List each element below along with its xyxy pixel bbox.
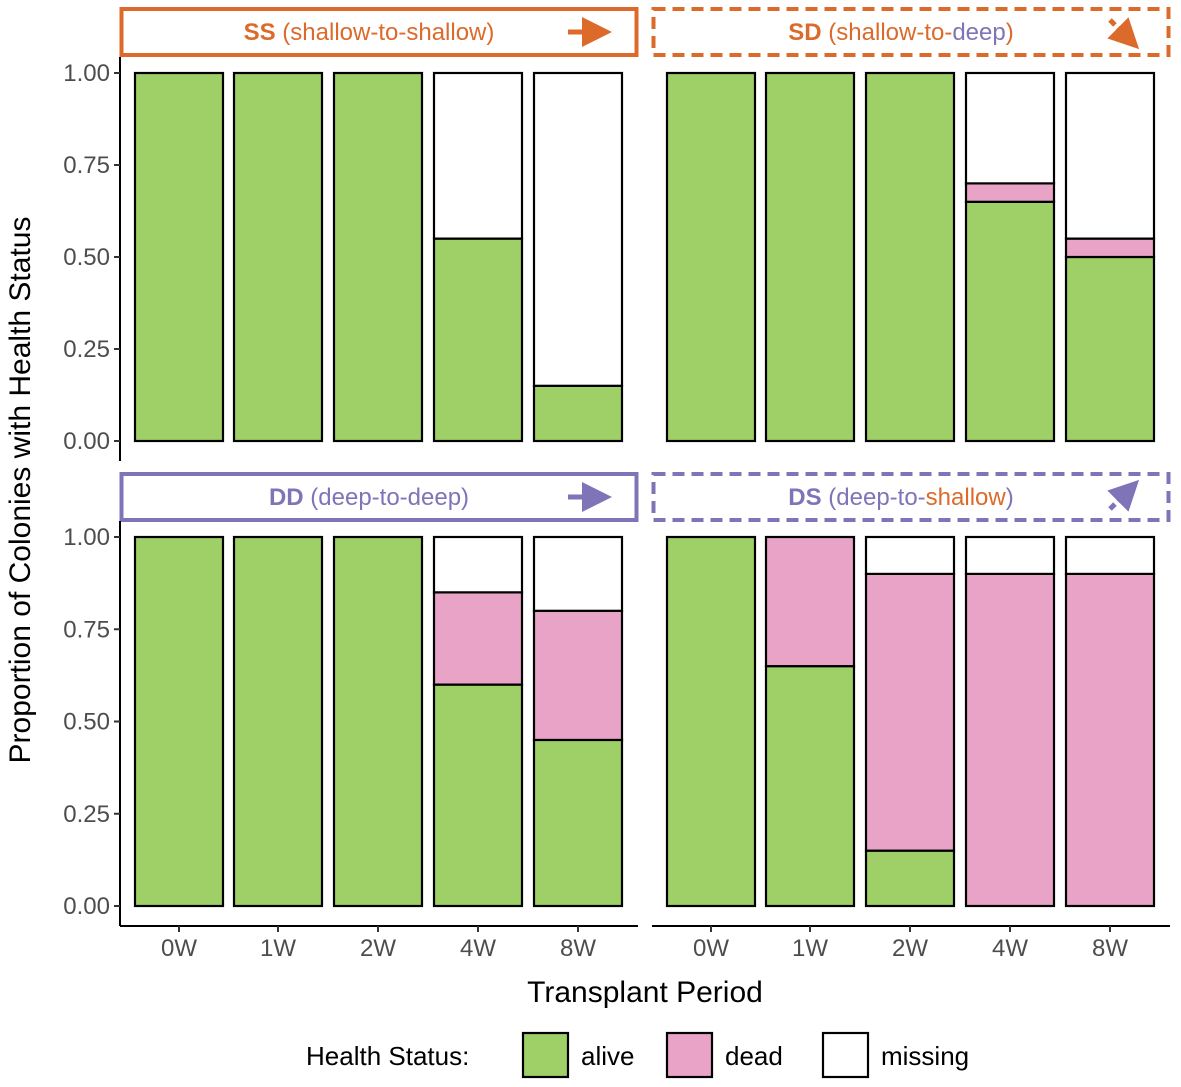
bar-sd-8w-alive	[1064, 255, 1156, 443]
bar-ss-2w-alive	[332, 71, 424, 443]
strip-label: SS (shallow-to-shallow)	[244, 19, 495, 46]
strip-box	[651, 7, 1171, 57]
bar-ds-2w-missing	[864, 535, 956, 576]
y-tick-label: 0.25	[63, 801, 110, 828]
bar-ds-0w-alive	[665, 535, 757, 908]
bar-dd-2w-alive	[332, 535, 424, 908]
strip-text-part: (deep-to-deep)	[304, 484, 469, 511]
legend-title: Health Status:	[306, 1041, 469, 1071]
direction-arrow-icon	[1107, 479, 1140, 512]
strip-label: DS (deep-to-shallow)	[788, 484, 1013, 511]
strip-label: DD (deep-to-deep)	[269, 484, 469, 511]
facet-panel-ss: SS (shallow-to-shallow) 0.00 0.25 0.50 0.75 1…	[63, 7, 639, 461]
x-tick-label: 4W	[992, 935, 1028, 962]
x-tick-label: 0W	[693, 935, 729, 962]
bar-ss-0w-alive	[133, 71, 225, 443]
x-tick-label: 2W	[360, 935, 396, 962]
bar-ss-8w-missing	[532, 71, 624, 387]
direction-arrow-icon	[1107, 17, 1140, 50]
bar-dd-8w-alive	[532, 738, 624, 908]
facet-panel-dd: DD (deep-to-deep) 0.00 0.25 0.50 0.75 1.00 0W 1…	[63, 472, 639, 962]
y-tick-label: 0.50	[63, 709, 110, 736]
bar-sd-1w-alive	[764, 71, 856, 443]
strip-box	[119, 472, 639, 522]
bar-dd-4w-missing	[432, 535, 524, 594]
y-tick-label: 0.75	[63, 152, 110, 179]
bar-dd-0w-alive	[133, 535, 225, 908]
bar-dd-8w-missing	[532, 535, 624, 612]
legend-label-dead: dead	[725, 1041, 783, 1071]
bar-ds-2w-dead	[864, 572, 956, 852]
strip-text-part: )	[1006, 484, 1014, 511]
x-tick-label: 0W	[161, 935, 197, 962]
bar-dd-8w-dead	[532, 609, 624, 742]
strip-text-part: )	[1006, 19, 1014, 46]
x-tick-label: 1W	[792, 935, 828, 962]
bar-dd-1w-alive	[232, 535, 324, 908]
strip-code: SD	[788, 19, 821, 46]
y-tick-label: 0.75	[63, 616, 110, 643]
y-tick-label: 0.00	[63, 893, 110, 920]
strip-label: SD (shallow-to-deep)	[788, 19, 1013, 46]
bar-ds-4w-dead	[964, 572, 1056, 908]
bar-ss-1w-alive	[232, 71, 324, 443]
facet-panel-sd: SD (shallow-to-deep)	[651, 7, 1171, 443]
legend-swatch-alive	[521, 1031, 570, 1079]
legend-label-alive: alive	[581, 1041, 634, 1071]
y-axis-title: Proportion of Colonies with Health Statu…	[4, 217, 37, 764]
x-tick-label: 1W	[260, 935, 296, 962]
facet-panel-ds: DS (deep-to-shallow) 0W 1W 2W 4W 8W	[651, 472, 1171, 962]
strip-text-part: (deep-to-	[822, 484, 926, 511]
strip-code: DD	[269, 484, 304, 511]
bar-ss-4w-missing	[432, 71, 524, 240]
bar-ds-4w-missing	[964, 535, 1056, 576]
strip-code: SS	[244, 19, 276, 46]
bar-ds-8w-missing	[1064, 535, 1156, 576]
bar-ds-8w-dead	[1064, 572, 1156, 908]
strip-text-part: shallow	[926, 484, 1007, 511]
bar-dd-4w-alive	[432, 683, 524, 908]
bar-sd-4w-alive	[964, 200, 1056, 443]
bar-ds-1w-alive	[764, 665, 856, 908]
y-tick-label: 1.00	[63, 60, 110, 87]
legend: Health Status: alive dead missing	[306, 1031, 969, 1079]
y-tick-label: 0.25	[63, 336, 110, 363]
x-tick-label: 8W	[560, 935, 596, 962]
strip-text-part: (shallow-to-	[822, 19, 953, 46]
bar-ss-8w-alive	[532, 384, 624, 443]
bar-ds-1w-dead	[764, 535, 856, 668]
legend-label-missing: missing	[881, 1041, 969, 1071]
strip-text-part: (shallow-to-shallow)	[276, 19, 495, 46]
strip-box	[651, 472, 1171, 522]
legend-swatch-missing	[821, 1031, 870, 1079]
legend-swatch-dead	[665, 1031, 714, 1079]
strip-box	[119, 7, 639, 57]
bar-sd-2w-alive	[864, 71, 956, 443]
bar-ds-2w-alive	[864, 849, 956, 908]
y-tick-label: 0.50	[63, 244, 110, 271]
bar-dd-4w-dead	[432, 591, 524, 686]
x-tick-label: 8W	[1092, 935, 1128, 962]
x-tick-label: 2W	[892, 935, 928, 962]
x-tick-label: 4W	[460, 935, 496, 962]
x-axis-title: Transplant Period	[527, 976, 763, 1009]
strip-code: DS	[788, 484, 821, 511]
bar-sd-4w-dead	[964, 182, 1056, 203]
y-tick-label: 0.00	[63, 428, 110, 455]
bar-sd-8w-dead	[1064, 237, 1156, 259]
bar-ss-4w-alive	[432, 237, 524, 443]
bar-sd-0w-alive	[665, 71, 757, 443]
bar-sd-4w-missing	[964, 71, 1056, 185]
y-tick-label: 1.00	[63, 524, 110, 551]
facet-panels: SS (shallow-to-shallow) 0.00 0.25 0.50 0.75 1…	[63, 7, 1171, 962]
strip-text-part: deep	[952, 19, 1005, 46]
bar-sd-8w-missing	[1064, 71, 1156, 240]
